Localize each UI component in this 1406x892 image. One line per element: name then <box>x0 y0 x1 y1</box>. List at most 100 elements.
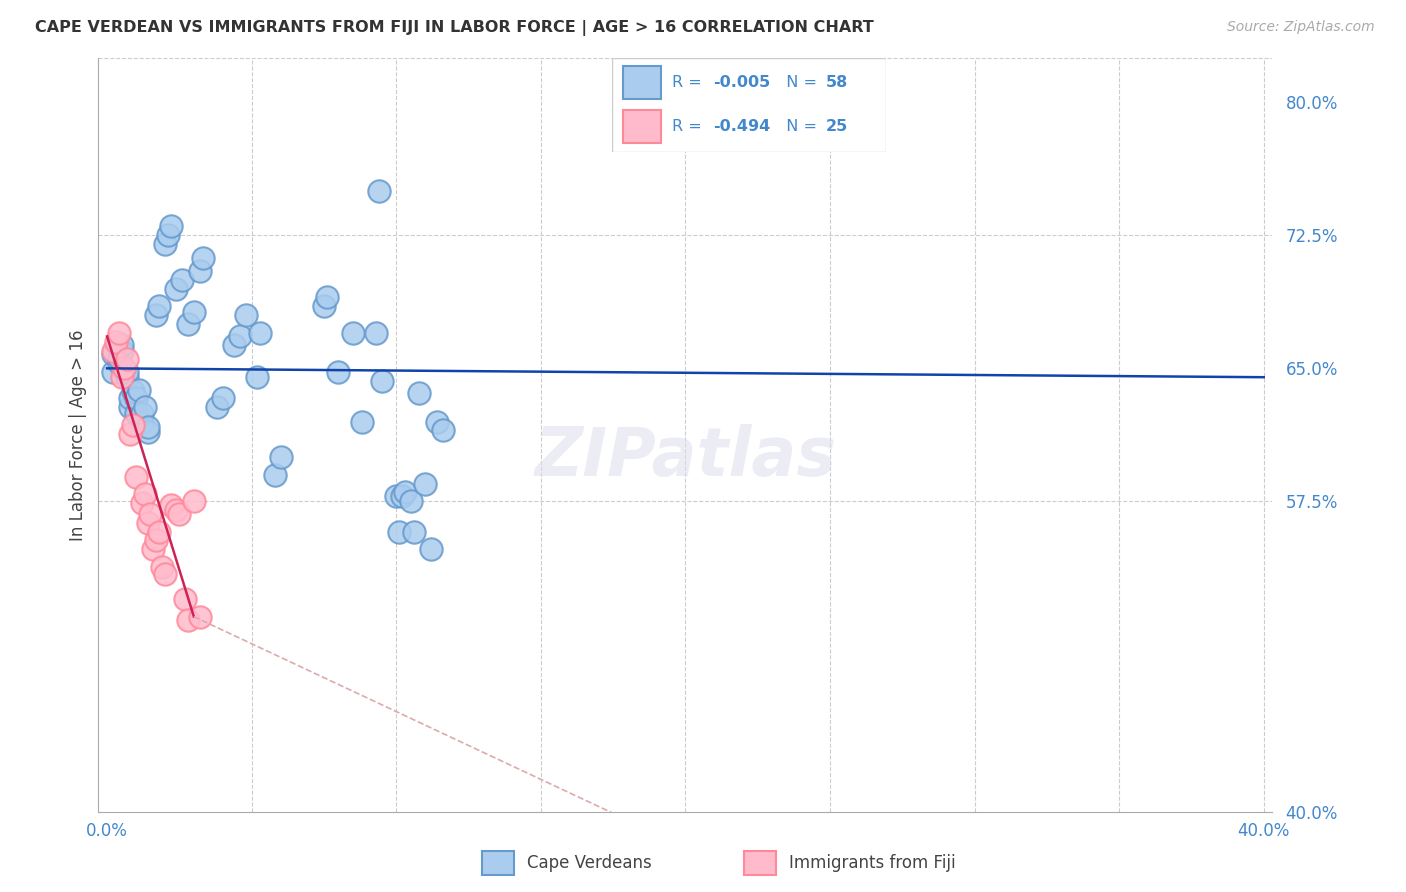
Point <box>328 365 350 379</box>
Text: R =: R = <box>672 75 707 90</box>
Point <box>169 507 191 521</box>
Point <box>312 299 335 313</box>
Text: R =: R = <box>672 120 707 135</box>
Text: -0.494: -0.494 <box>713 120 770 135</box>
Point <box>211 392 233 406</box>
Point <box>249 326 271 340</box>
Point <box>148 299 170 313</box>
Text: Cape Verdeans: Cape Verdeans <box>527 854 652 872</box>
Text: N =: N = <box>776 120 823 135</box>
Point <box>367 184 389 198</box>
Point <box>224 338 246 352</box>
Point <box>183 494 205 508</box>
Point <box>188 609 211 624</box>
Bar <box>623 111 661 144</box>
Point <box>120 392 142 406</box>
Point <box>104 334 127 349</box>
Text: 25: 25 <box>825 120 848 135</box>
Point <box>183 304 205 318</box>
Point <box>263 467 285 482</box>
Point <box>205 401 228 415</box>
Point <box>150 560 173 574</box>
Point <box>385 489 408 503</box>
Y-axis label: In Labor Force | Age > 16: In Labor Force | Age > 16 <box>69 329 87 541</box>
Point <box>188 264 211 278</box>
Point <box>114 361 136 376</box>
Text: CAPE VERDEAN VS IMMIGRANTS FROM FIJI IN LABOR FORCE | AGE > 16 CORRELATION CHART: CAPE VERDEAN VS IMMIGRANTS FROM FIJI IN … <box>35 20 875 36</box>
Point <box>122 384 145 399</box>
Point <box>110 343 132 358</box>
Point <box>156 228 179 243</box>
Point <box>191 252 214 266</box>
Point <box>134 487 156 501</box>
Point <box>117 352 139 367</box>
Point <box>131 415 153 429</box>
Point <box>101 365 124 379</box>
Point <box>148 524 170 539</box>
Point <box>408 386 430 401</box>
Text: 58: 58 <box>825 75 848 90</box>
Point <box>177 317 200 331</box>
Text: N =: N = <box>776 75 823 90</box>
Point <box>117 365 139 379</box>
Point <box>134 401 156 415</box>
Point <box>125 392 148 406</box>
Point <box>394 485 416 500</box>
Point <box>122 418 145 433</box>
Point <box>110 338 132 352</box>
Point <box>246 370 269 384</box>
Bar <box>744 851 776 875</box>
Point <box>131 408 153 422</box>
Point <box>432 424 454 438</box>
Point <box>120 401 142 415</box>
Point <box>350 415 373 429</box>
Point <box>131 496 153 510</box>
Point <box>426 415 449 429</box>
Point <box>166 281 188 295</box>
Point <box>420 542 443 557</box>
Point <box>128 383 150 397</box>
Point <box>364 326 387 340</box>
Point <box>174 591 197 606</box>
Bar <box>482 851 515 875</box>
Point <box>315 290 337 304</box>
Text: -0.005: -0.005 <box>713 75 770 90</box>
Point <box>125 406 148 420</box>
Point <box>159 498 181 512</box>
Point <box>166 503 188 517</box>
Point <box>136 420 159 434</box>
Point <box>153 567 176 582</box>
Point <box>235 308 257 322</box>
Text: Immigrants from Fiji: Immigrants from Fiji <box>789 854 956 872</box>
Point <box>101 343 124 358</box>
Point <box>120 427 142 442</box>
Point <box>136 425 159 440</box>
Point <box>402 524 425 539</box>
Point <box>229 329 252 343</box>
Point <box>391 489 413 503</box>
Point <box>142 542 165 557</box>
Point <box>159 219 181 234</box>
Point <box>177 613 200 627</box>
Text: ZIPatlas: ZIPatlas <box>534 425 837 491</box>
Point <box>399 494 422 508</box>
Point <box>110 370 132 384</box>
Point <box>388 524 411 539</box>
Text: Source: ZipAtlas.com: Source: ZipAtlas.com <box>1227 20 1375 34</box>
Point <box>371 374 394 388</box>
Point <box>107 326 129 340</box>
Point <box>107 356 129 370</box>
Point <box>153 237 176 252</box>
Point <box>107 351 129 365</box>
Point <box>145 308 167 322</box>
Point <box>145 533 167 548</box>
Point <box>342 326 364 340</box>
Point <box>117 370 139 384</box>
Point <box>139 507 162 521</box>
Point <box>413 476 436 491</box>
Point <box>101 347 124 361</box>
Bar <box>623 66 661 99</box>
Point <box>136 516 159 530</box>
Point <box>270 450 292 464</box>
Point <box>125 469 148 483</box>
